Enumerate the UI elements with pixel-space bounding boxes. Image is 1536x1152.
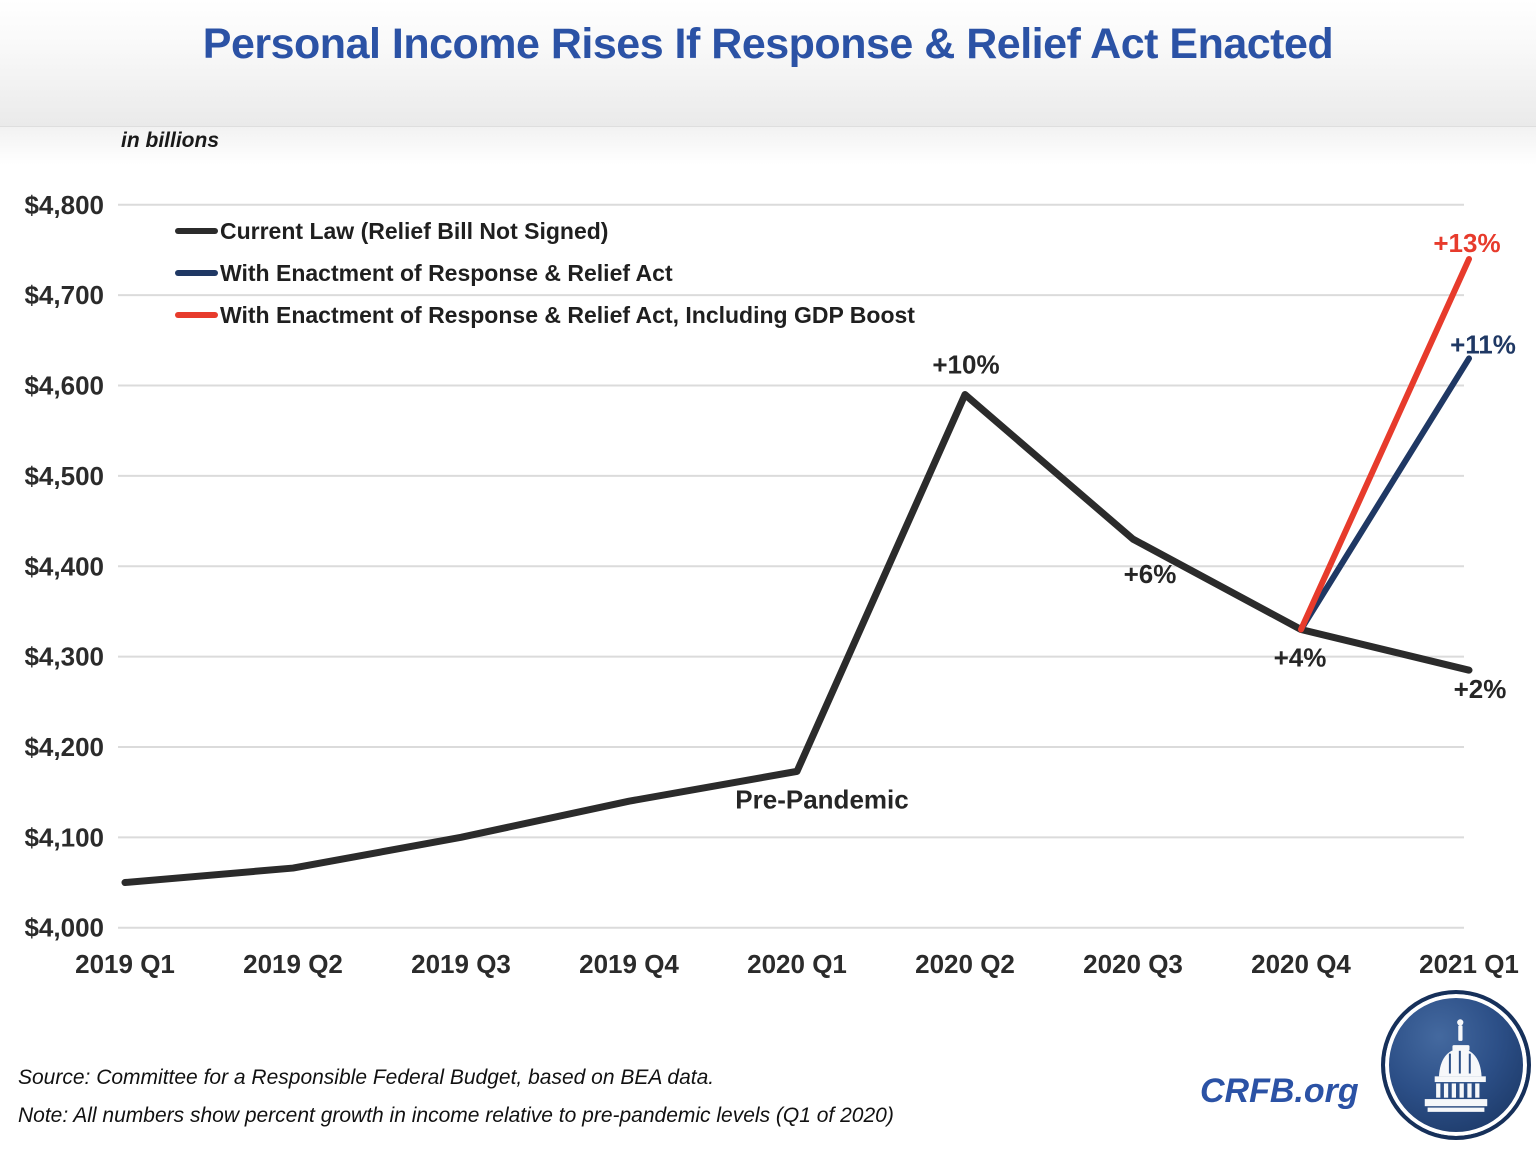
data-label: +2% (1454, 674, 1507, 704)
legend: Current Law (Relief Bill Not Signed) With… (175, 210, 915, 336)
x-axis-tick-label: 2020 Q2 (915, 949, 1015, 979)
x-axis-tick-label: 2019 Q2 (243, 949, 343, 979)
y-axis-tick-label: $4,000 (24, 913, 104, 943)
data-label: +11% (1450, 329, 1516, 359)
legend-swatch (175, 270, 218, 276)
data-label: Pre-Pandemic (735, 784, 908, 814)
x-axis-tick-label: 2021 Q1 (1419, 949, 1519, 979)
y-axis-tick-label: $4,100 (24, 822, 104, 852)
source-text: Source: Committee for a Responsible Fede… (18, 1066, 715, 1089)
title-band-fade (0, 127, 1536, 165)
y-axis-tick-label: $4,800 (24, 190, 104, 220)
data-label: +4% (1274, 643, 1327, 673)
capitol-dome-icon (1424, 1019, 1488, 1112)
legend-item: Current Law (Relief Bill Not Signed) (175, 210, 915, 252)
legend-item: With Enactment of Response & Relief Act,… (175, 294, 915, 336)
x-axis-tick-label: 2020 Q1 (747, 949, 847, 979)
y-axis-tick-label: $4,400 (24, 551, 104, 581)
title-band (0, 0, 1536, 127)
x-axis-tick-label: 2019 Q3 (411, 949, 511, 979)
y-axis-tick-label: $4,500 (24, 461, 104, 491)
series-line (1298, 256, 1472, 633)
series-line (1298, 355, 1472, 633)
x-axis-tick-label: 2020 Q4 (1251, 949, 1351, 979)
data-label: +10% (932, 350, 999, 380)
y-axis-tick-label: $4,200 (24, 732, 104, 762)
series-line (121, 391, 1473, 887)
y-axis-tick-label: $4,300 (24, 642, 104, 672)
page-title: Personal Income Rises If Response & Reli… (202, 20, 1334, 68)
legend-label: Current Law (Relief Bill Not Signed) (220, 217, 609, 244)
x-axis-tick-label: 2019 Q4 (579, 949, 679, 979)
crfb-logo (1381, 990, 1531, 1140)
y-axis-tick-label: $4,600 (24, 371, 104, 401)
data-label: +13% (1433, 228, 1500, 258)
y-axis-units-label: in billions (121, 129, 219, 152)
crfb-org-wordmark: CRFB.org (1200, 1072, 1359, 1110)
y-axis-tick-label: $4,700 (24, 280, 104, 310)
legend-label: With Enactment of Response & Relief Act,… (220, 301, 915, 328)
legend-swatch (175, 228, 218, 234)
legend-label: With Enactment of Response & Relief Act (220, 259, 673, 286)
legend-swatch (175, 312, 218, 318)
x-axis-tick-label: 2020 Q3 (1083, 949, 1183, 979)
data-label: +6% (1124, 559, 1177, 589)
legend-item: With Enactment of Response & Relief Act (175, 252, 915, 294)
x-axis-tick-label: 2019 Q1 (75, 949, 175, 979)
note-text: Note: All numbers show percent growth in… (18, 1104, 894, 1127)
